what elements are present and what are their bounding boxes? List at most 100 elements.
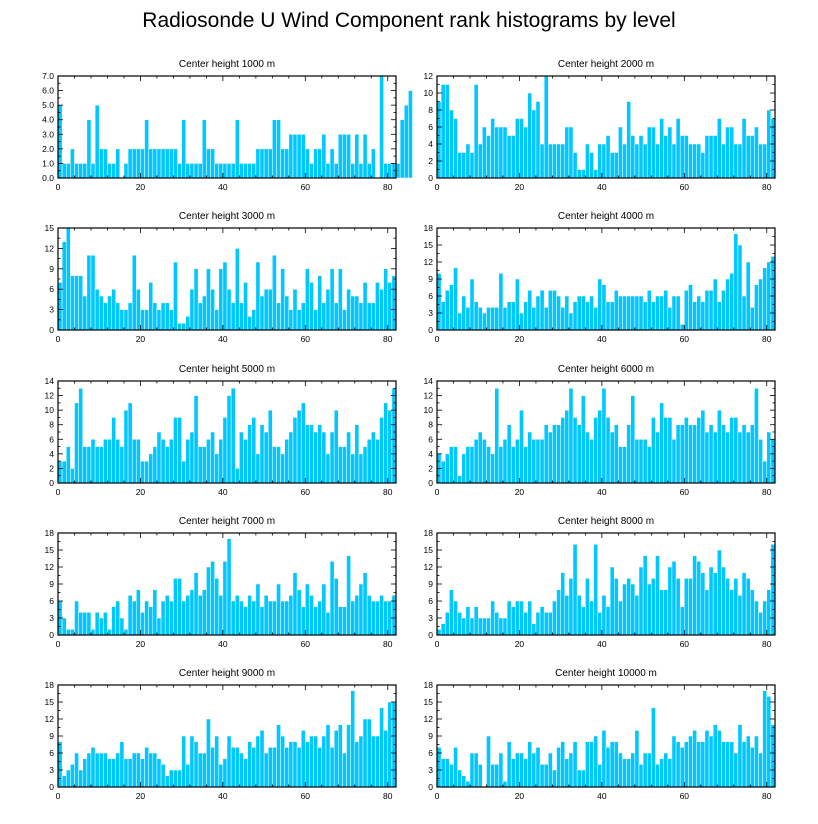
histogram-bar (214, 163, 220, 179)
x-tick-label: 40 (218, 334, 228, 344)
histogram-bar (766, 696, 772, 788)
histogram-panel: Center height 3000 m 0 20 40 60 80 0 3 6 9 12 15 (45, 211, 397, 344)
x-tick-label: 40 (218, 487, 228, 497)
histogram-bar (692, 143, 697, 179)
histogram-bar (589, 295, 594, 331)
histogram-bar (663, 290, 669, 331)
histogram-bar (131, 600, 137, 636)
x-tick-label: 60 (680, 487, 690, 497)
histogram-bar (556, 424, 561, 484)
x-tick-label: 40 (218, 182, 228, 192)
y-tick-label: 10 (424, 405, 434, 415)
x-tick-label: 80 (383, 487, 393, 497)
x-tick-label: 20 (515, 334, 525, 344)
histogram-bar (74, 752, 79, 788)
histogram-bar (131, 439, 137, 484)
histogram-bar (119, 617, 125, 636)
histogram-bar (247, 741, 252, 788)
histogram-bar (712, 431, 718, 484)
histogram-bar (457, 312, 462, 331)
x-tick-label: 0 (435, 639, 440, 649)
histogram-bar (469, 617, 475, 636)
histogram-bar (646, 126, 652, 179)
histogram-bar (477, 764, 483, 788)
histogram-bar (210, 431, 215, 484)
histogram-bar (465, 606, 471, 636)
histogram-bar (197, 446, 203, 484)
x-tick-label: 60 (680, 639, 690, 649)
x-tick-label: 20 (515, 182, 525, 192)
panel-title: Center height 10000 m (555, 668, 657, 679)
histogram-bar (350, 600, 356, 636)
histogram-bar (325, 612, 331, 636)
histogram-bar (770, 724, 776, 788)
histogram-bar (333, 730, 339, 788)
histogram-bar (535, 612, 541, 636)
histogram-bar (61, 460, 67, 484)
histogram-bar (107, 163, 112, 179)
histogram-bar (667, 417, 673, 484)
histogram-bar (239, 163, 244, 179)
histogram-bar (440, 460, 446, 484)
histogram-bar (461, 295, 467, 331)
y-tick-label: 0 (49, 478, 54, 488)
histogram-bar (61, 775, 67, 788)
histogram-bar (708, 566, 714, 636)
x-tick-label: 80 (383, 791, 393, 801)
histogram-bar (325, 163, 331, 179)
y-tick-label: 9 (428, 731, 433, 741)
histogram-bar (506, 600, 512, 636)
histogram-bar (255, 148, 261, 179)
histogram-bar (226, 288, 232, 331)
histogram-bar (123, 629, 129, 636)
histogram-bar (193, 395, 199, 484)
histogram-bar (202, 446, 207, 484)
histogram-bar (634, 439, 640, 484)
histogram-bar (725, 578, 730, 636)
histogram-bar (531, 109, 537, 179)
histogram-bar (465, 143, 471, 179)
y-tick-label: 18 (45, 528, 55, 538)
histogram-bar (243, 758, 248, 788)
histogram-bar (671, 735, 677, 788)
histogram-bar (655, 143, 660, 179)
histogram-bar (498, 126, 504, 179)
histogram-bar (630, 295, 636, 331)
histogram-bar (531, 623, 537, 636)
x-tick-label: 20 (515, 639, 525, 649)
histogram-bar (325, 724, 331, 788)
histogram-bar (338, 446, 343, 484)
histogram-bar (593, 417, 599, 484)
x-tick-label: 0 (56, 334, 61, 344)
histogram-bar (671, 143, 677, 179)
x-tick-label: 40 (597, 487, 607, 497)
histogram-bar (152, 589, 158, 636)
histogram-bar (572, 544, 578, 636)
histogram-bar (597, 764, 603, 788)
histogram-bar (317, 424, 323, 484)
histogram-bar (729, 589, 735, 636)
histogram-bar (98, 617, 104, 636)
histogram-bar (86, 119, 92, 179)
histogram-bar (251, 163, 257, 179)
histogram-bar (82, 163, 88, 179)
histogram-bar (560, 741, 566, 788)
histogram-bar (515, 439, 520, 484)
histogram-bar (333, 163, 339, 179)
x-tick-label: 40 (218, 639, 228, 649)
y-tick-label: 15 (45, 223, 55, 233)
histogram-bar (140, 309, 145, 331)
histogram-bar (160, 600, 166, 636)
histogram-bar (156, 617, 162, 636)
y-tick-label: 4 (49, 449, 54, 459)
histogram-bar (675, 295, 681, 331)
histogram-bar (111, 163, 116, 179)
histogram-bar (453, 118, 458, 179)
y-tick-label: 1.0 (42, 158, 54, 168)
histogram-bar (457, 475, 462, 484)
histogram-bar (107, 439, 112, 484)
histogram-bar (325, 288, 331, 331)
histogram-bar (692, 555, 697, 636)
histogram-bar (136, 148, 141, 179)
histogram-bar (758, 278, 763, 331)
